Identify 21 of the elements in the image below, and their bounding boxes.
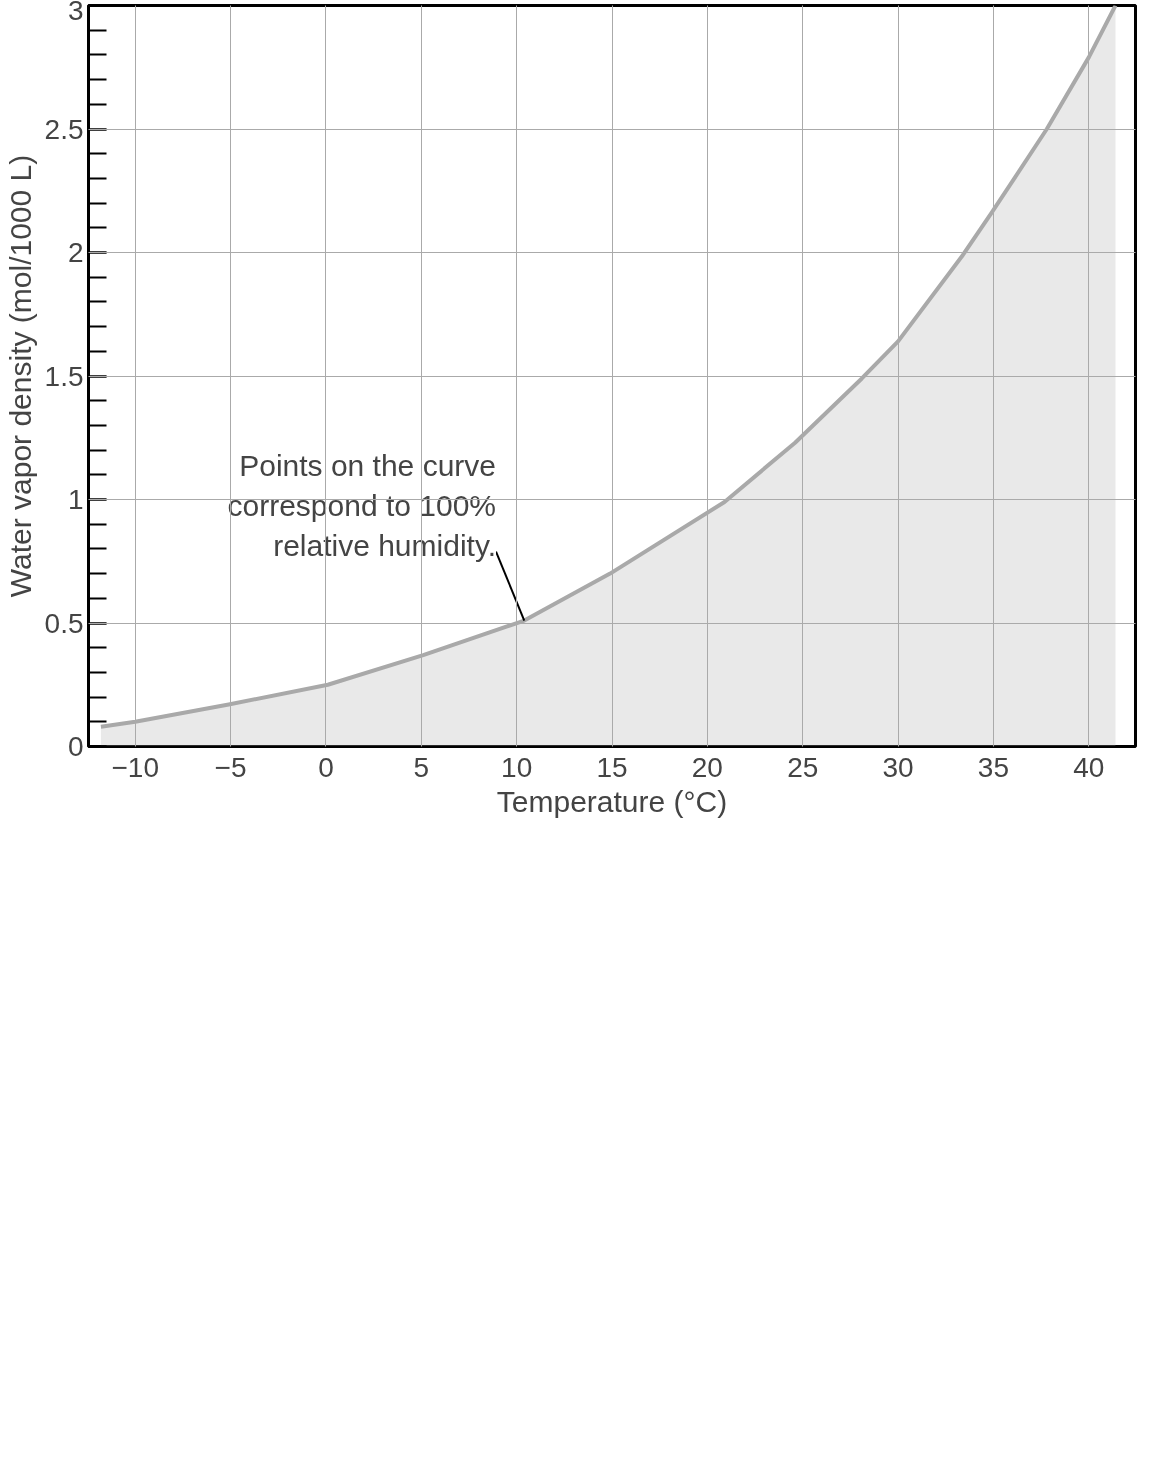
- x-tick-label: 15: [596, 751, 628, 783]
- y-tick-label: 3: [67, 0, 84, 26]
- x-tick-label: −5: [214, 751, 247, 783]
- x-tick-label: 20: [691, 751, 723, 783]
- x-tick-label: 30: [882, 751, 914, 783]
- x-tick-label: 10: [501, 751, 533, 783]
- annotation: Points on the curve correspond to 100% relative humidity.: [227, 449, 497, 562]
- x-tick-label: 25: [787, 751, 819, 783]
- y-tick-label: 1.5: [44, 360, 84, 392]
- x-tick-label: 5: [413, 751, 430, 783]
- y-tick-label: 0: [67, 731, 84, 762]
- x-tick-label: 40: [1073, 751, 1105, 783]
- x-tick-label: −10: [111, 751, 159, 783]
- y-tick-label: 1: [67, 484, 84, 515]
- y-tick-label: 2.5: [44, 113, 84, 145]
- x-tick-label: 35: [977, 751, 1009, 783]
- y-axis-title: Water vapor density (mol/1000 L): [3, 154, 37, 598]
- y-tick-label: 2: [67, 237, 84, 268]
- x-axis-title: Temperature (°C): [496, 784, 728, 818]
- y-tick-label: 0.5: [44, 607, 84, 639]
- x-tick-label: 0: [318, 751, 334, 783]
